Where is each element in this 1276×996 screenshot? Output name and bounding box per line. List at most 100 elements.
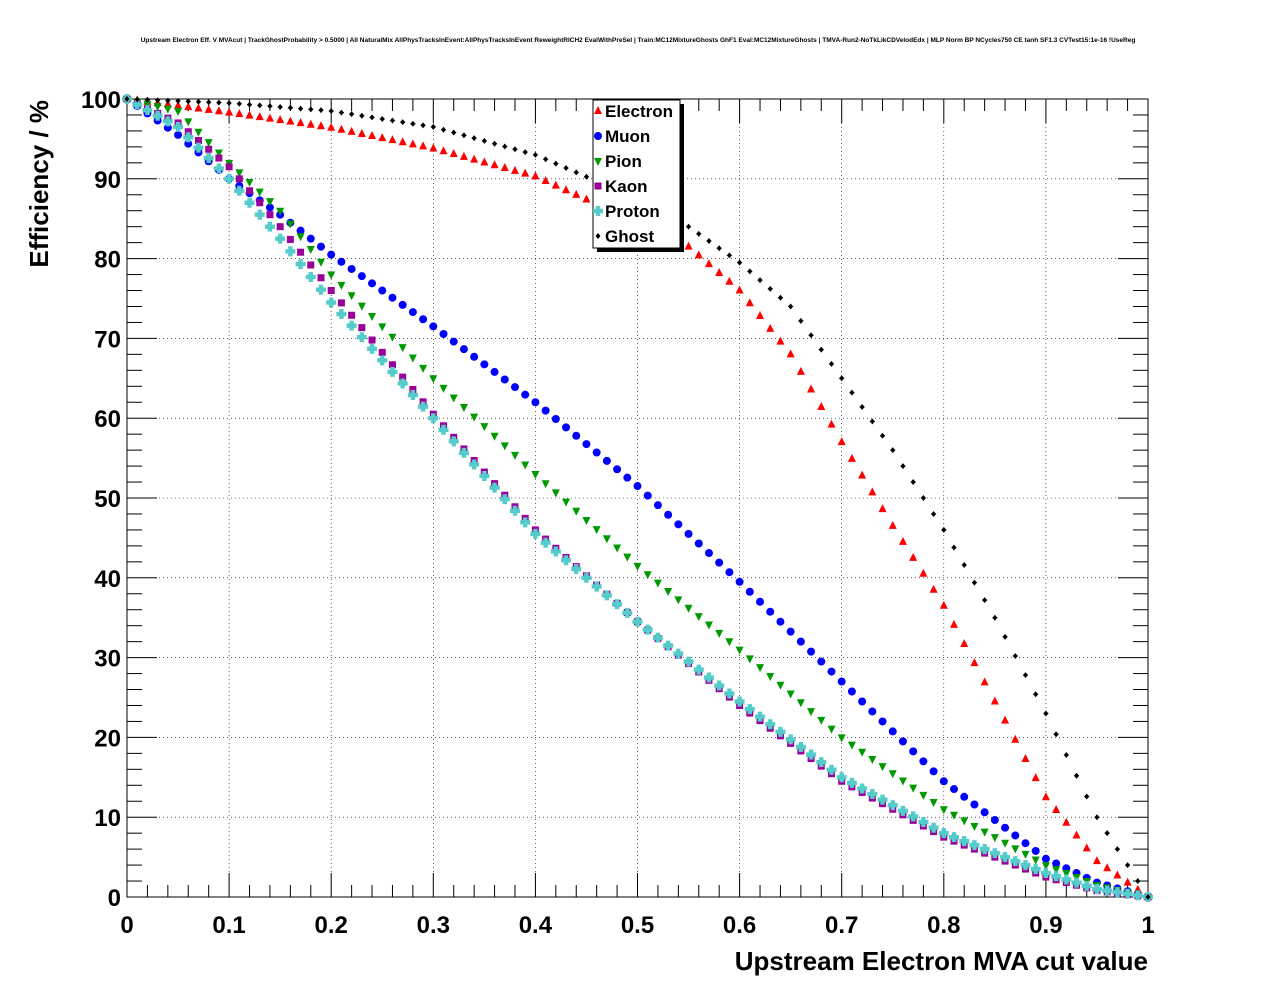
data-point	[1081, 880, 1092, 891]
data-point	[419, 364, 428, 373]
data-point	[275, 233, 286, 244]
data-point	[1092, 856, 1101, 865]
data-point	[195, 98, 201, 105]
data-point	[633, 482, 642, 491]
data-point	[980, 677, 989, 686]
data-point	[397, 378, 408, 389]
y-tick-label: 20	[94, 725, 121, 752]
data-point	[704, 621, 713, 630]
data-point	[858, 697, 867, 706]
data-point	[747, 268, 753, 275]
data-point	[980, 808, 989, 817]
data-point	[367, 343, 378, 354]
data-point	[868, 487, 877, 496]
data-point	[408, 354, 417, 363]
data-point	[1001, 839, 1010, 848]
data-point	[664, 587, 673, 596]
data-point	[470, 413, 479, 422]
data-point	[368, 313, 377, 322]
data-point	[959, 836, 970, 847]
data-point	[673, 648, 684, 659]
data-point	[336, 309, 347, 320]
data-point	[938, 828, 949, 839]
data-point	[1135, 878, 1141, 885]
data-point	[816, 757, 827, 768]
data-point	[471, 135, 477, 142]
data-point	[359, 112, 365, 119]
data-point	[898, 737, 907, 746]
data-point	[255, 112, 264, 121]
data-point	[990, 696, 999, 705]
data-point	[756, 311, 765, 320]
data-point	[1052, 805, 1061, 814]
data-point	[775, 726, 786, 737]
data-point	[744, 704, 755, 715]
data-point	[807, 384, 816, 393]
data-point	[216, 99, 222, 106]
data-point	[236, 100, 242, 107]
data-point	[817, 402, 826, 411]
data-point	[419, 315, 428, 324]
data-point	[704, 549, 713, 558]
data-point	[348, 311, 356, 319]
data-point	[541, 406, 550, 415]
y-tick-label: 10	[94, 805, 121, 832]
data-point	[521, 390, 530, 399]
data-point	[551, 180, 560, 189]
data-point	[347, 126, 356, 135]
data-point	[490, 432, 499, 441]
data-point	[429, 322, 438, 331]
data-point	[836, 772, 847, 783]
data-point	[1084, 793, 1090, 800]
data-point	[694, 250, 703, 259]
series-proton	[122, 94, 1153, 902]
data-point	[398, 137, 407, 146]
data-point	[1113, 870, 1122, 879]
data-point	[438, 424, 449, 435]
data-point	[407, 390, 418, 401]
data-point	[277, 103, 283, 110]
data-point	[970, 658, 979, 667]
y-tick-label: 40	[94, 566, 121, 593]
data-point	[939, 806, 948, 815]
x-tick-label: 0	[120, 912, 133, 939]
data-point	[378, 323, 387, 332]
data-point	[877, 794, 888, 805]
data-point	[887, 800, 898, 811]
data-point	[602, 456, 611, 465]
data-point	[153, 103, 162, 112]
data-point	[307, 261, 315, 269]
data-point	[408, 139, 417, 148]
data-point	[572, 431, 581, 440]
data-point	[765, 719, 776, 730]
data-point	[888, 520, 897, 529]
data-point	[378, 286, 387, 295]
data-point	[235, 169, 244, 178]
legend-marker-proton	[593, 206, 603, 216]
data-point	[786, 627, 795, 636]
data-point	[247, 101, 253, 108]
data-point	[878, 504, 887, 513]
data-point	[725, 638, 734, 647]
data-point	[439, 330, 448, 339]
legend-label-kaon: Kaon	[605, 177, 648, 196]
data-point	[489, 482, 500, 493]
data-point	[315, 284, 326, 295]
data-point	[357, 128, 366, 137]
data-point	[684, 241, 693, 250]
data-point	[316, 258, 325, 267]
data-point	[572, 189, 581, 198]
data-point	[693, 664, 704, 675]
data-point	[910, 479, 916, 486]
data-point	[541, 480, 550, 489]
data-point	[1011, 831, 1020, 840]
data-point	[859, 404, 865, 411]
data-point	[796, 699, 805, 708]
data-point	[582, 516, 591, 525]
data-point	[409, 385, 417, 393]
data-point	[1001, 823, 1010, 832]
data-point	[1062, 817, 1071, 826]
data-point	[226, 99, 232, 106]
y-tick-label: 80	[94, 247, 121, 274]
